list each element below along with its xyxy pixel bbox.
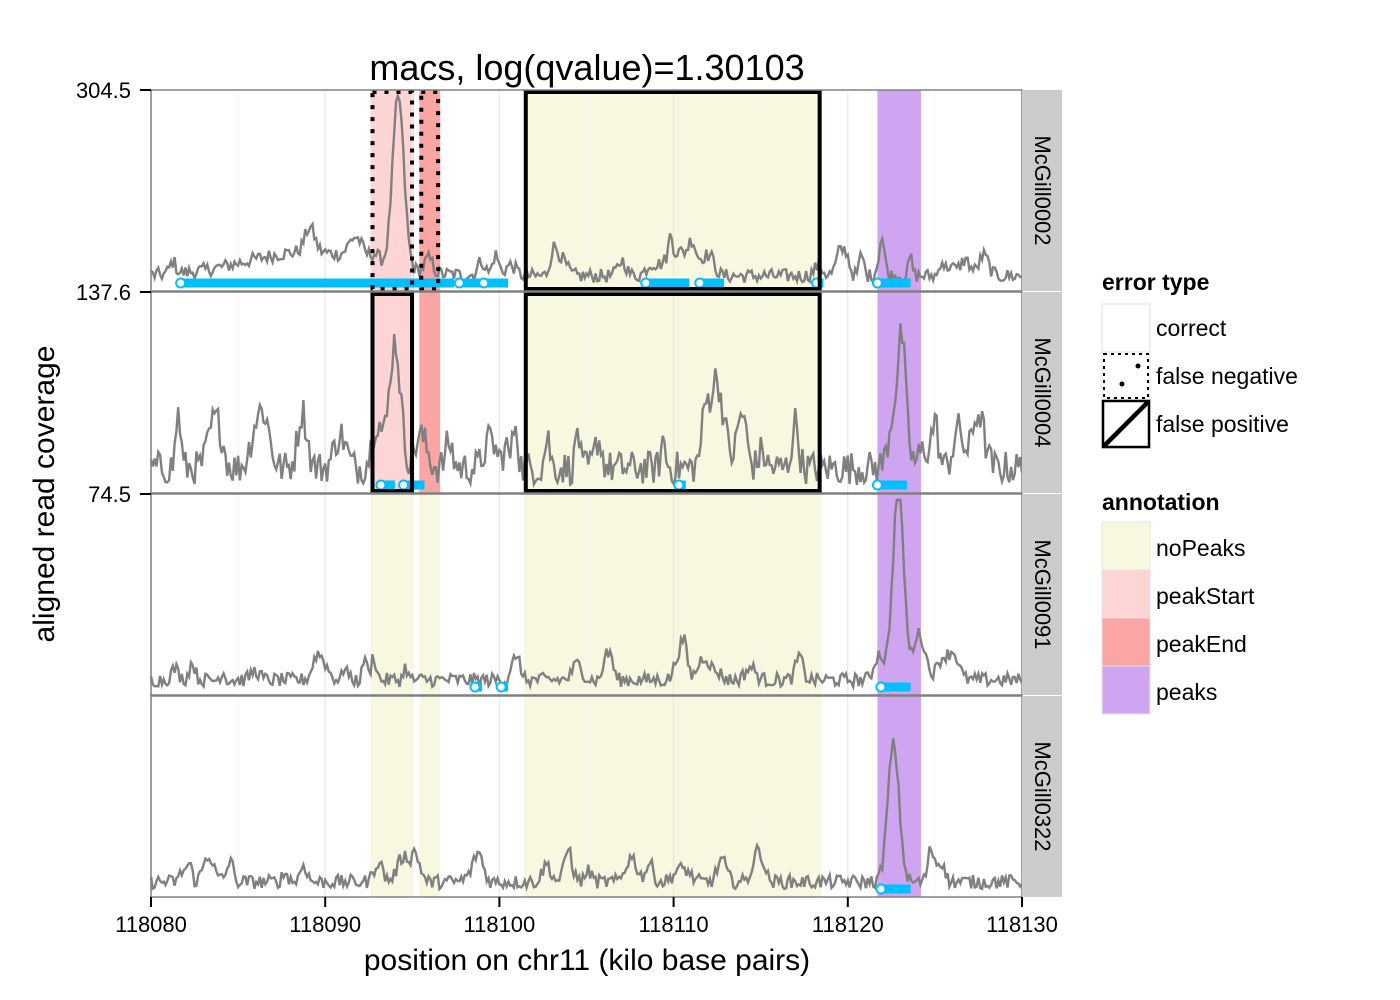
legend-label: peaks <box>1156 679 1217 705</box>
legend-label: false positive <box>1156 411 1289 437</box>
region-peaks <box>877 90 921 291</box>
region-peakStart <box>370 90 415 291</box>
legend-key-dot <box>1119 381 1125 387</box>
region-peakEnd <box>419 90 441 291</box>
region-noPeaks <box>370 696 415 897</box>
region-noPeaks <box>523 90 822 291</box>
legend-swatch <box>1101 617 1151 667</box>
called-peak-start <box>175 277 187 289</box>
error-outline <box>370 90 415 291</box>
legend-key-solid <box>1101 399 1151 449</box>
legend: error type correct false negative false pos… <box>1101 269 1298 715</box>
legend-title-annotation: annotation <box>1102 489 1220 515</box>
coverage-line <box>149 498 1024 692</box>
legend-label: peakEnd <box>1156 631 1247 657</box>
region-noPeaks <box>523 696 822 897</box>
x-axis-title: position on chr11 (kilo base pairs) <box>364 944 810 977</box>
called-peak-start <box>875 883 887 895</box>
x-tick-label: 118090 <box>289 912 361 937</box>
error-outline <box>370 292 415 493</box>
panel-McGill0322: McGill0322 <box>149 695 1062 898</box>
called-peak-start <box>375 479 387 491</box>
called-peak-start <box>673 479 685 491</box>
strip-label: McGill0004 <box>1030 337 1055 447</box>
called-peak-start <box>478 277 490 289</box>
legend-title-error-type: error type <box>1102 269 1209 295</box>
panel-McGill0002: McGill0002 <box>150 89 1062 292</box>
called-peak-start <box>871 277 883 289</box>
legend-key-dot <box>1135 363 1141 369</box>
error-outline <box>523 90 822 291</box>
legend-swatch <box>1101 521 1151 571</box>
region-noPeaks <box>419 696 441 897</box>
called-peak-start <box>453 277 465 289</box>
y-tick-label: 74.5 <box>88 482 131 507</box>
axes-layer: 304.5 137.6 74.5 118080 118090 118100 118110 11… <box>76 78 1058 937</box>
strip-bg <box>1022 494 1062 695</box>
coverage-line <box>150 92 1023 287</box>
panels-layer: McGill0002 McGill0004 McGill0091 McGill0322 <box>149 89 1062 898</box>
called-peak-start <box>469 681 481 693</box>
x-tick-label: 118080 <box>115 912 187 937</box>
y-tick-label: 137.6 <box>76 280 131 305</box>
called-peak-start <box>640 277 652 289</box>
x-tick-label: 118120 <box>812 912 884 937</box>
error-outline <box>523 292 822 493</box>
panel-McGill0004: McGill0004 <box>149 291 1062 494</box>
legend-label: peakStart <box>1156 583 1255 609</box>
called-peak-start <box>398 479 410 491</box>
strip-bg <box>1022 696 1062 897</box>
region-noPeaks <box>419 494 441 695</box>
legend-key-diagonal <box>1102 400 1150 448</box>
strip-bg <box>1022 292 1062 493</box>
strip-bg <box>1022 90 1062 291</box>
coverage-line <box>149 737 1023 893</box>
legend-label: correct <box>1156 315 1227 341</box>
called-peak-start <box>495 681 507 693</box>
legend-label: false negative <box>1156 363 1298 389</box>
region-peakEnd <box>419 292 441 493</box>
y-tick-label: 304.5 <box>76 78 131 103</box>
x-tick-label: 118130 <box>986 912 1058 937</box>
strip-label: McGill0322 <box>1030 741 1055 851</box>
x-tick-label: 118110 <box>639 912 709 937</box>
legend-key-bg <box>1101 351 1151 401</box>
legend-label: noPeaks <box>1156 535 1246 561</box>
strip-label: McGill0002 <box>1030 135 1055 245</box>
y-axis-title: aligned read coverage <box>28 346 61 643</box>
called-peak-start <box>871 479 883 491</box>
legend-key-bg <box>1101 303 1151 353</box>
legend-swatch <box>1101 569 1151 619</box>
x-tick-label: 118100 <box>464 912 536 937</box>
chart-title: macs, log(qvalue)=1.30103 <box>369 47 804 88</box>
legend-swatch <box>1101 665 1151 715</box>
legend-key-dotted <box>1103 353 1149 399</box>
called-peak-start <box>694 277 706 289</box>
region-noPeaks <box>370 494 415 695</box>
called-peak-start <box>875 681 887 693</box>
panel-McGill0091: McGill0091 <box>149 493 1062 696</box>
strip-label: McGill0091 <box>1030 539 1055 649</box>
